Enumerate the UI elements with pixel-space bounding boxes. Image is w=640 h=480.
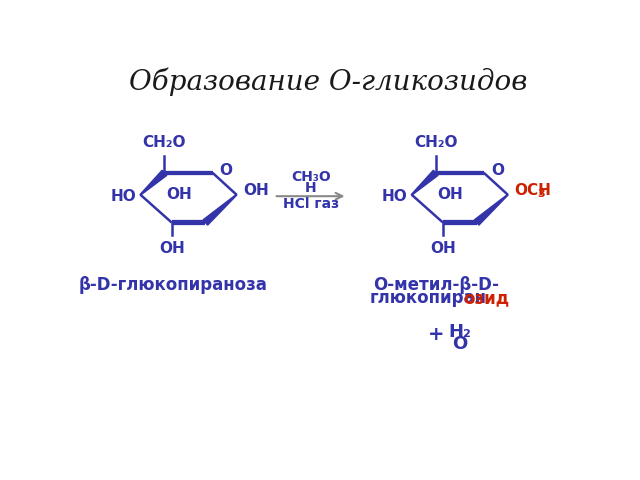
Text: OH: OH [166, 187, 192, 202]
Text: HCl газ: HCl газ [283, 197, 339, 211]
Polygon shape [474, 194, 508, 225]
Text: HO: HO [382, 189, 408, 204]
Text: 3: 3 [537, 189, 545, 199]
Text: OCH: OCH [514, 182, 551, 198]
Polygon shape [412, 170, 438, 195]
Text: O: O [491, 163, 504, 179]
Text: CH₃O: CH₃O [291, 170, 331, 184]
Text: озид: озид [463, 289, 509, 307]
Polygon shape [203, 194, 237, 225]
Text: Образование О-гликозидов: Образование О-гликозидов [129, 68, 527, 96]
Text: О-метил-β-D-: О-метил-β-D- [374, 276, 499, 294]
Text: O: O [452, 335, 467, 353]
Text: OH: OH [159, 241, 184, 256]
Text: H: H [305, 181, 317, 195]
Text: +: + [428, 325, 445, 344]
Text: OH: OH [243, 182, 269, 198]
Text: CH₂O: CH₂O [143, 135, 186, 150]
Text: OH: OH [430, 241, 456, 256]
Text: OH: OH [438, 187, 463, 202]
Text: O: O [220, 163, 232, 179]
Polygon shape [140, 170, 167, 195]
Text: CH₂O: CH₂O [414, 135, 458, 150]
Text: глюкопиран: глюкопиран [369, 289, 486, 307]
Text: β-D-глюкопираноза: β-D-глюкопираноза [79, 276, 268, 294]
Text: H₂: H₂ [448, 324, 471, 341]
Text: HO: HO [111, 189, 136, 204]
